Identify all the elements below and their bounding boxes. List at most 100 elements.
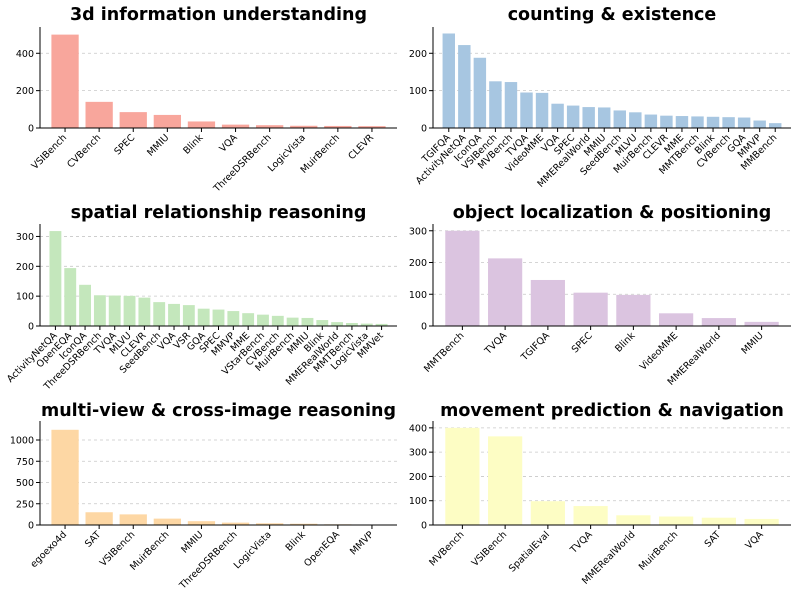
x-tick-label: ThreeDSRBench [211,132,274,195]
bar [85,512,113,525]
x-tick-label: OpenEQA [302,529,342,569]
x-tick-label: CLEVR [346,132,376,162]
bar [301,317,314,326]
bar [119,112,147,128]
x-tick-label: VSIBench [30,132,70,172]
y-tick-label: 0 [421,521,427,532]
bar [51,34,79,128]
bar [51,429,79,525]
bar [530,279,565,326]
bar [675,116,689,128]
x-tick-label: MVBench [427,529,466,568]
x-tick-label: Blink [284,529,309,554]
bar [582,107,595,128]
bar [168,303,180,326]
bar [187,121,216,128]
bar [504,82,518,128]
chart-title: spatial relationship reasoning [71,203,367,223]
y-tick-label: 200 [409,258,427,269]
y-tick-label: 300 [409,226,427,237]
y-tick-label: 0 [421,322,427,333]
bar [79,284,91,326]
bar [744,321,779,326]
bar [488,436,523,525]
y-tick-label: 100 [409,86,427,97]
bar [256,523,284,525]
bar [375,323,388,326]
x-tick-label: MMIU [145,132,171,158]
bar [85,101,113,128]
bar [573,292,608,326]
bar [331,322,344,326]
bar [613,110,626,128]
bar [701,517,736,525]
x-tick-label: VSIBench [470,529,510,569]
bar [197,308,210,326]
x-tick-label: egoexo4d [28,529,69,570]
y-tick-label: 750 [16,457,34,468]
x-tick-label: SPEC [570,330,595,355]
bar [138,297,151,326]
x-tick-label: VQA [217,132,240,155]
bar [187,521,216,525]
x-tick-label: MMIU [179,529,205,555]
chart-title: multi-view & cross-image reasoning [41,401,396,421]
bar [706,116,720,128]
bar [256,125,284,128]
bar [659,313,694,326]
chart-title: 3d information understanding [70,5,367,25]
bar [769,123,782,128]
bar [644,114,658,128]
bar [93,295,106,326]
y-tick-label: 200 [409,49,427,60]
bar [445,230,480,326]
y-tick-label: 300 [409,448,427,459]
bar [358,126,386,128]
bar [744,518,779,525]
x-tick-label: TVQA [482,330,509,357]
bar [153,114,181,128]
y-tick-label: 200 [16,262,34,273]
x-tick-label: SAT [83,529,103,549]
bar [573,506,608,525]
x-tick-label: MuirBench [637,529,680,572]
chart-title: movement prediction & navigation [440,401,784,421]
bar [701,318,736,326]
y-tick-label: 1000 [10,436,34,447]
bar [722,117,735,128]
bar [616,515,651,525]
bar [290,125,318,128]
y-tick-label: 0 [28,521,34,532]
y-tick-label: 200 [16,86,34,97]
bar [153,302,166,326]
x-tick-label: ThreeDSRBench [177,529,240,592]
y-tick-label: 0 [421,124,427,135]
bar [458,45,471,129]
y-tick-label: 500 [16,478,34,489]
bar [660,115,673,128]
bar [659,516,694,525]
bar [108,295,121,326]
bar [123,295,136,326]
y-tick-label: 0 [28,124,34,135]
bar [286,317,299,326]
y-tick-label: 0 [28,322,34,333]
bar [221,124,250,128]
y-tick-label: 250 [16,499,34,510]
bar [227,311,240,326]
bar [221,522,250,525]
x-tick-label: VQA [743,529,766,552]
y-tick-label: 400 [409,423,427,434]
y-tick-label: 200 [409,472,427,483]
bar [316,320,329,326]
bar [566,105,580,128]
bar [489,81,502,128]
x-tick-label: MMTBench [422,330,466,374]
bar [551,103,564,128]
bar [473,57,487,128]
bar [182,305,195,326]
y-tick-label: 100 [16,292,34,303]
bar [119,514,147,525]
